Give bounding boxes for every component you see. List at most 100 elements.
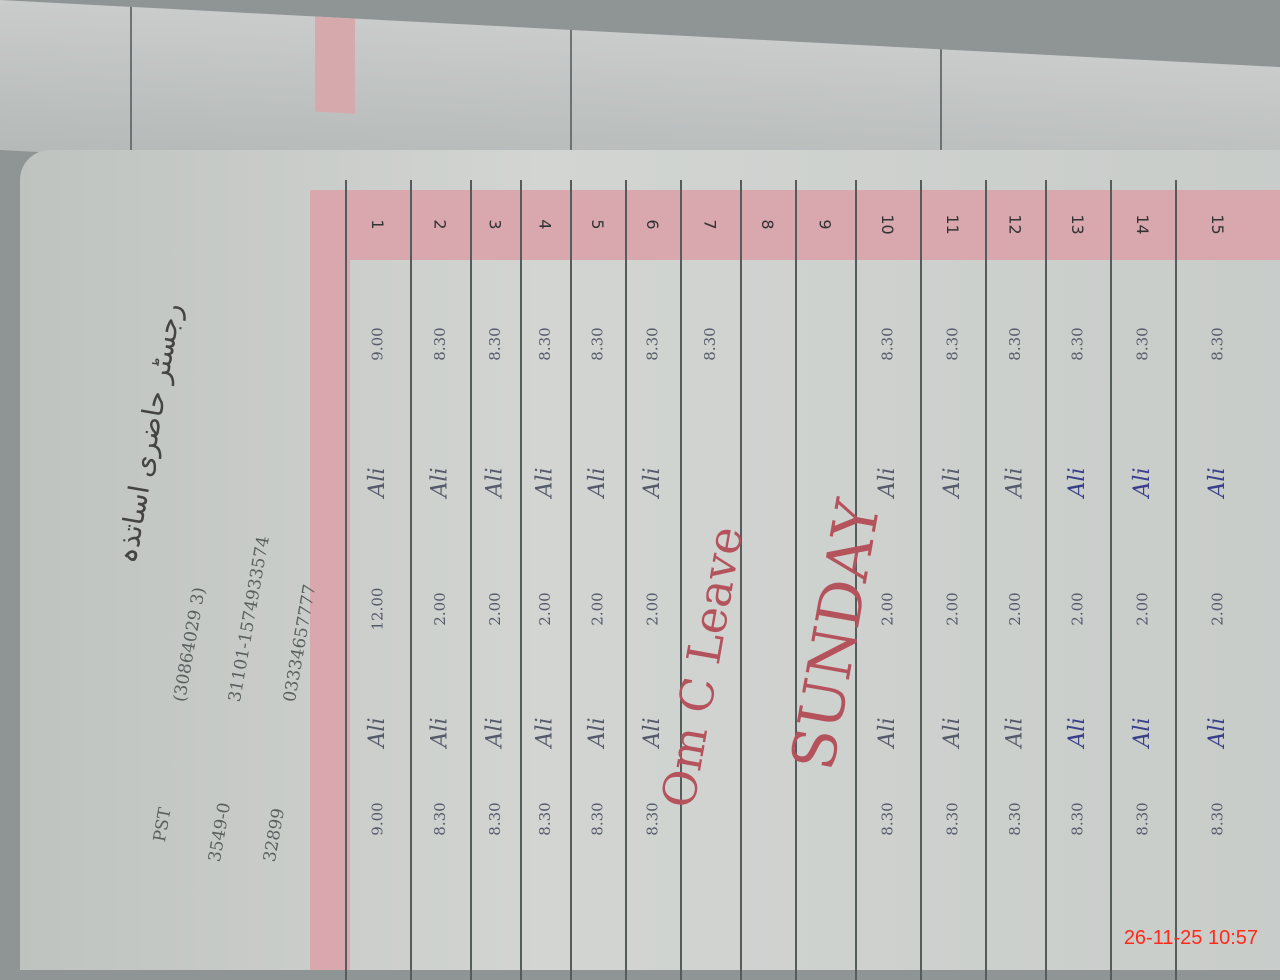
entry-out: 8.30	[1006, 802, 1024, 836]
register-row: 14 8.30 Ali 2.00 Ali 8.30	[1110, 190, 1175, 970]
entry-sign2: Ali	[1002, 717, 1028, 748]
day-number: 5	[588, 219, 607, 230]
entry-sign2: Ali	[1065, 717, 1090, 748]
day-number: 13	[1068, 214, 1087, 235]
entry-sign1: Ali	[585, 467, 610, 498]
register-row: 13 8.30 Ali 2.00 Ali 8.30	[1045, 190, 1110, 970]
divider	[345, 180, 347, 980]
entry-in: 9.00	[368, 327, 387, 361]
entry-in: 8.30	[486, 327, 504, 361]
entry-in: 8.30	[1068, 327, 1087, 361]
entry-mid: 2.00	[486, 592, 504, 626]
day-number: 1	[368, 219, 387, 230]
register-row: 4 8.30 Ali 2.00 Ali 8.30	[520, 190, 570, 970]
photo-timestamp: 26-11-25 10:57	[1123, 927, 1258, 949]
entry-in: 8.30	[1006, 327, 1024, 361]
entry-sign1: Ali	[482, 467, 508, 498]
register-row: 12 8.30 Ali 2.00 Ali 8.30	[985, 190, 1045, 970]
entry-mid: 2.00	[878, 592, 897, 626]
entry-sign2: Ali	[532, 717, 558, 748]
divider	[1045, 180, 1047, 980]
entry-out: 8.30	[431, 802, 449, 836]
entry-sign2: Ali	[1130, 717, 1155, 748]
entry-out: 8.30	[1133, 802, 1152, 836]
entry-out: 8.30	[943, 802, 962, 836]
entry-mid: 2.00	[1208, 592, 1227, 626]
divider	[625, 180, 627, 980]
entry-sign1: Ali	[532, 467, 558, 498]
divider	[680, 180, 682, 980]
divider	[410, 180, 412, 980]
entry-in: 8.30	[878, 327, 897, 361]
entry-in: 8.30	[1133, 327, 1152, 361]
divider	[1110, 180, 1112, 980]
entry-in: 8.30	[701, 327, 719, 361]
entry-mid: 2.00	[643, 592, 662, 626]
entry-sign1: Ali	[1130, 467, 1155, 498]
entry-out: 8.30	[878, 802, 897, 836]
entry-mid: 12.00	[368, 587, 387, 631]
divider	[985, 180, 987, 980]
register-row: 15 8.30 Ali 2.00 Ali 8.30	[1175, 190, 1260, 970]
day-number: 14	[1133, 214, 1152, 235]
entry-sign1: Ali	[427, 467, 453, 498]
entry-sign1: Ali	[940, 467, 965, 498]
register-page	[20, 150, 1280, 970]
entry-out: 8.30	[1208, 802, 1227, 836]
day-number: 7	[700, 219, 720, 230]
entry-sign2: Ali	[482, 717, 508, 748]
entry-in: 8.30	[943, 327, 962, 361]
entry-mid: 2.00	[1068, 592, 1087, 626]
entry-in: 8.30	[643, 327, 662, 361]
entry-mid: 2.00	[536, 592, 554, 626]
register-row: 3 8.30 Ali 2.00 Ali 8.30	[470, 190, 520, 970]
day-number: 4	[535, 219, 555, 230]
entry-in: 8.30	[431, 327, 449, 361]
entry-sign1: Ali	[640, 467, 665, 498]
divider	[920, 180, 922, 980]
divider	[855, 180, 857, 980]
entry-mid: 2.00	[588, 592, 607, 626]
day-number: 9	[815, 219, 835, 230]
day-number: 15	[1208, 214, 1227, 235]
register-row: 5 8.30 Ali 2.00 Ali 8.30	[570, 190, 625, 970]
entry-sign2: Ali	[585, 717, 610, 748]
register-row: 8	[740, 190, 795, 970]
divider	[740, 180, 742, 980]
day-number: 12	[1005, 214, 1025, 235]
entry-sign1: Ali	[1205, 467, 1230, 498]
entry-out: 8.30	[588, 802, 607, 836]
entry-out: 9.00	[368, 802, 387, 836]
entry-sign2: Ali	[940, 717, 965, 748]
entry-sign1: Ali	[1002, 467, 1028, 498]
day-number: 2	[430, 219, 450, 230]
entry-mid: 2.00	[1133, 592, 1152, 626]
column-header-band	[310, 190, 350, 970]
divider	[570, 180, 572, 980]
divider	[470, 180, 472, 980]
day-number: 6	[643, 219, 662, 230]
divider	[520, 180, 522, 980]
entry-sign2: Ali	[365, 717, 390, 748]
entry-out: 8.30	[1068, 802, 1087, 836]
entry-mid: 2.00	[1006, 592, 1024, 626]
divider	[1175, 180, 1177, 980]
entry-out: 8.30	[536, 802, 554, 836]
register-row: 1 9.00 Ali 12.00 Ali 9.00	[345, 190, 410, 970]
entry-out: 8.30	[486, 802, 504, 836]
entry-sign1: Ali	[365, 467, 390, 498]
entry-sign2: Ali	[427, 717, 453, 748]
day-number: 10	[878, 214, 897, 235]
entry-in: 8.30	[536, 327, 554, 361]
entry-mid: 2.00	[943, 592, 962, 626]
entry-in: 8.30	[1208, 327, 1227, 361]
entry-sign2: Ali	[875, 717, 900, 748]
day-number: 11	[943, 214, 962, 235]
day-number: 3	[485, 219, 505, 230]
register-row: 6 8.30 Ali 2.00 Ali 8.30	[625, 190, 680, 970]
entry-sign2: Ali	[1205, 717, 1230, 748]
entry-mid: 2.00	[431, 592, 449, 626]
entry-in: 8.30	[588, 327, 607, 361]
register-row: 11 8.30 Ali 2.00 Ali 8.30	[920, 190, 985, 970]
entry-sign1: Ali	[1065, 467, 1090, 498]
